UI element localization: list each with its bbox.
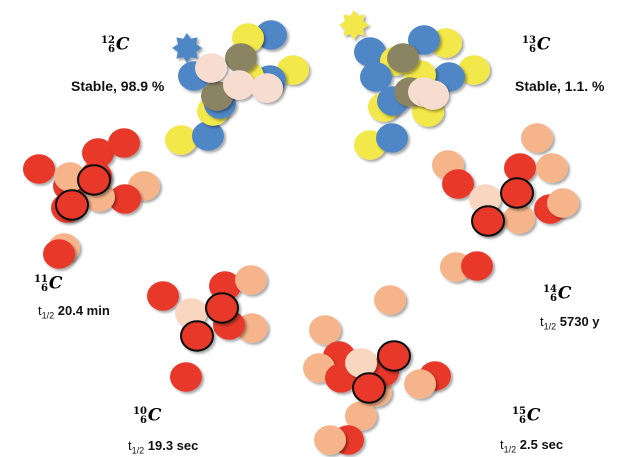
nucleon: [360, 62, 392, 92]
isotope-info-c13: Stable, 1.1. %: [515, 78, 605, 94]
nucleon: [235, 265, 267, 295]
nucleon: [192, 121, 224, 151]
isotope-label-c15: 15 6 C: [512, 405, 541, 426]
nucleon: [408, 25, 440, 55]
nucleon-spiked: [339, 10, 369, 40]
nucleon-outlined: [471, 205, 505, 237]
nucleon: [309, 315, 341, 345]
nucleon: [458, 55, 490, 85]
nucleon-outlined: [377, 340, 411, 372]
nucleon: [521, 123, 553, 153]
nucleon: [23, 154, 55, 184]
nucleon: [108, 128, 140, 158]
isotope-label-c10: 10 6 C: [133, 405, 162, 426]
nucleus-c15: [303, 285, 451, 455]
nucleus-c12: [165, 20, 309, 155]
nucleon: [251, 73, 283, 103]
nucleon: [223, 70, 255, 100]
nucleon: [387, 43, 419, 73]
isotope-label-c11: 11 6 C: [34, 273, 63, 294]
nucleon: [82, 138, 114, 168]
isotope-label-c14: 14 6 C: [543, 283, 572, 304]
nucleon: [442, 169, 474, 199]
nucleon-outlined: [180, 320, 214, 352]
nucleon-outlined: [500, 177, 534, 209]
nucleus-c13: [339, 10, 490, 160]
nucleon: [170, 362, 202, 392]
isotope-label-c13: 13 6 C: [522, 34, 551, 55]
nucleon-spiked: [172, 33, 202, 63]
nucleon: [536, 153, 568, 183]
isotope-info-c12: Stable, 98.9 %: [71, 78, 165, 94]
nucleon-outlined: [55, 189, 89, 221]
nucleus-c14: [432, 123, 579, 282]
nucleon: [417, 80, 449, 110]
nucleon: [225, 43, 257, 73]
nucleus-c11: [23, 128, 160, 269]
isotope-halflife-c10: t1/2 19.3 sec: [128, 438, 199, 456]
nucleon: [547, 188, 579, 218]
nucleon: [109, 184, 141, 214]
nucleon: [461, 251, 493, 281]
isotope-label-c12: 12 6 C: [101, 34, 130, 55]
isotope-halflife-c11: t1/2 20.4 min: [38, 303, 110, 321]
nucleon: [374, 285, 406, 315]
nucleon-outlined: [205, 292, 239, 324]
nucleon: [195, 53, 227, 83]
isotope-halflife-c15: t1/2 2.5 sec: [500, 437, 564, 455]
nucleon: [345, 401, 377, 431]
nucleus-c10: [147, 265, 268, 392]
nucleon: [43, 239, 75, 269]
nucleon: [147, 281, 179, 311]
nucleon-outlined: [77, 164, 111, 196]
nucleon: [314, 425, 346, 455]
nucleon: [376, 123, 408, 153]
nucleon: [345, 348, 377, 378]
isotope-halflife-c14: t1/2 5730 y: [540, 314, 600, 332]
nucleon: [503, 204, 535, 234]
nucleon: [504, 153, 536, 183]
nucleon-outlined: [352, 372, 386, 404]
nucleon: [165, 125, 197, 155]
nucleon: [175, 298, 207, 328]
nucleon: [354, 37, 386, 67]
nucleon: [404, 369, 436, 399]
